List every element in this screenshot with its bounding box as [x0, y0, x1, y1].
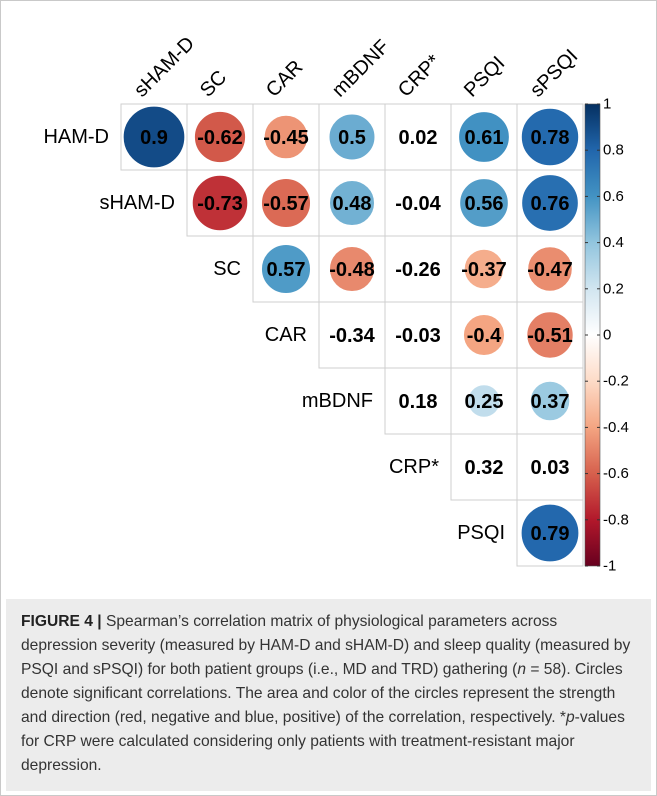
column-label: PSQI	[460, 52, 509, 101]
correlation-circle	[260, 243, 312, 295]
correlation-circle	[462, 313, 506, 357]
colorbar-tick-label: -0.2	[603, 373, 629, 390]
correlation-value: -0.47	[527, 259, 573, 281]
colorbar-tick-label: -0.8	[603, 511, 629, 528]
correlation-value: -0.48	[329, 259, 375, 281]
correlation-value: 0.61	[465, 127, 504, 149]
column-label: mBDNF	[328, 36, 394, 102]
correlation-circle	[191, 174, 249, 232]
row-label: CRP*	[389, 456, 439, 478]
correlation-value: -0.73	[197, 193, 243, 215]
colorbar-tick-label: 0	[603, 327, 611, 344]
colorbar-tick-label: -1	[603, 558, 616, 575]
caption-italic: n	[517, 661, 527, 678]
correlation-value: -0.34	[329, 325, 375, 347]
correlation-circle	[260, 177, 312, 229]
correlation-circle	[529, 380, 571, 422]
cell	[516, 433, 584, 501]
correlation-circle	[520, 503, 580, 563]
chart: 0.9 -0.62 -0.45 0.5 0.02 0.61 0.78-0.73 -0.57 0.…	[43, 33, 629, 575]
caption-text: -values for CRP were calculated consider…	[21, 709, 625, 774]
correlation-value: -0.04	[395, 193, 441, 215]
cell	[384, 301, 452, 369]
correlation-circle	[458, 111, 510, 163]
correlation-value: 0.76	[531, 193, 570, 215]
correlation-circle	[328, 113, 376, 161]
correlation-value: 0.32	[465, 457, 504, 479]
correlation-circle	[263, 114, 309, 160]
correlation-value: -0.45	[263, 127, 309, 149]
caption-italic: p	[565, 709, 575, 726]
cell	[318, 301, 386, 369]
correlation-circle	[328, 179, 376, 227]
correlation-value: 0.18	[399, 391, 438, 413]
colorbar-tick-label: 0.6	[603, 188, 624, 205]
correlation-value: 0.9	[140, 127, 168, 149]
correlation-value: 0.57	[267, 259, 306, 281]
correlation-circle	[193, 110, 247, 164]
correlation-value: 0.56	[465, 193, 504, 215]
correlation-circle	[520, 107, 580, 167]
correlation-value: 0.03	[531, 457, 570, 479]
correlation-circle	[459, 178, 509, 228]
row-label: CAR	[265, 324, 307, 346]
correlation-value: -0.57	[263, 193, 309, 215]
colorbar-tick-label: 1	[603, 96, 611, 113]
row-label: sHAM-D	[99, 192, 175, 214]
colorbar-tick-label: 0.8	[603, 142, 624, 159]
correlation-value: 0.78	[531, 127, 570, 149]
column-label: sHAM-D	[130, 33, 199, 102]
row-label: HAM-D	[43, 126, 109, 148]
row-label: mBDNF	[302, 390, 373, 412]
correlation-circle	[463, 248, 505, 290]
correlation-value: 0.25	[465, 391, 504, 413]
correlation-value: 0.79	[531, 523, 570, 545]
correlation-circle	[328, 245, 376, 293]
correlation-value: -0.4	[467, 325, 502, 347]
correlation-value: -0.26	[395, 259, 441, 281]
correlation-circle	[526, 311, 574, 359]
column-label: CRP*	[394, 50, 445, 101]
correlation-circle	[122, 105, 186, 169]
column-label: SC	[196, 66, 231, 101]
row-label: SC	[213, 258, 241, 280]
correlation-circle	[527, 246, 573, 292]
colorbar-tick-label: -0.6	[603, 465, 629, 482]
cell	[384, 235, 452, 303]
correlation-value: 0.02	[399, 127, 438, 149]
caption-text: = 58). Circles denote significant correl…	[21, 661, 623, 726]
column-label: CAR	[262, 56, 307, 101]
correlation-value: -0.62	[197, 127, 243, 149]
correlation-value: -0.03	[395, 325, 441, 347]
column-label: sPSQI	[526, 45, 582, 101]
correlation-value: 0.48	[333, 193, 372, 215]
row-label: PSQI	[457, 522, 505, 544]
correlation-value: -0.37	[461, 259, 507, 281]
colorbar-tick-label: 0.2	[603, 280, 624, 297]
caption-text: Spearman’s correlation matrix of physiol…	[21, 613, 631, 678]
correlation-circle	[467, 384, 501, 418]
cell	[384, 367, 452, 435]
correlation-value: -0.51	[527, 325, 573, 347]
caption: FIGURE 4 | Spearman’s correlation matrix…	[6, 599, 651, 791]
correlation-value: 0.5	[338, 127, 366, 149]
caption-label: FIGURE 4 |	[21, 613, 102, 630]
correlation-circle	[521, 174, 579, 232]
colorbar-tick-label: 0.4	[603, 234, 624, 251]
correlation-value: 0.37	[531, 391, 570, 413]
colorbar-tick-label: -0.4	[603, 419, 629, 436]
